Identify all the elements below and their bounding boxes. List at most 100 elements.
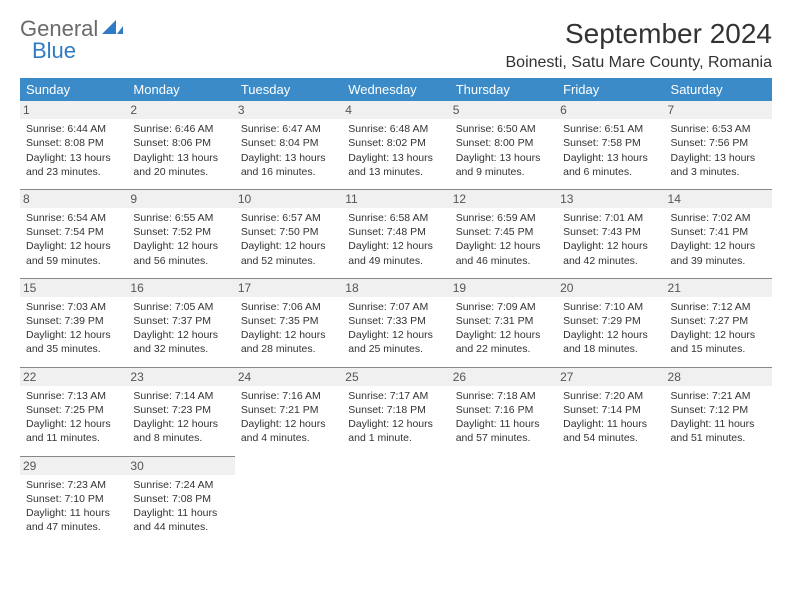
day-number: 3 xyxy=(235,101,342,119)
sunset-text: Sunset: 8:08 PM xyxy=(26,136,121,150)
day-number: 11 xyxy=(342,190,449,208)
calendar-cell: 18Sunrise: 7:07 AMSunset: 7:33 PMDayligh… xyxy=(342,278,449,367)
day-number: 12 xyxy=(450,190,557,208)
daylight-text: Daylight: 12 hours and 56 minutes. xyxy=(133,239,228,267)
sunrise-text: Sunrise: 7:16 AM xyxy=(241,389,336,403)
sunrise-text: Sunrise: 7:05 AM xyxy=(133,300,228,314)
sunrise-text: Sunrise: 7:07 AM xyxy=(348,300,443,314)
sunset-text: Sunset: 7:14 PM xyxy=(563,403,658,417)
day-header: Sunday xyxy=(20,78,127,101)
sunset-text: Sunset: 7:31 PM xyxy=(456,314,551,328)
logo-text-blue: Blue xyxy=(32,40,76,62)
sunset-text: Sunset: 7:35 PM xyxy=(241,314,336,328)
sunrise-text: Sunrise: 7:21 AM xyxy=(671,389,766,403)
calendar-cell: 5Sunrise: 6:50 AMSunset: 8:00 PMDaylight… xyxy=(450,101,557,189)
calendar-cell: 29Sunrise: 7:23 AMSunset: 7:10 PMDayligh… xyxy=(20,456,127,544)
title-block: September 2024 Boinesti, Satu Mare Count… xyxy=(506,18,773,72)
sunrise-text: Sunrise: 7:18 AM xyxy=(456,389,551,403)
daylight-text: Daylight: 11 hours and 51 minutes. xyxy=(671,417,766,445)
calendar-cell: 25Sunrise: 7:17 AMSunset: 7:18 PMDayligh… xyxy=(342,367,449,456)
calendar-cell: 2Sunrise: 6:46 AMSunset: 8:06 PMDaylight… xyxy=(127,101,234,189)
sunrise-text: Sunrise: 7:01 AM xyxy=(563,211,658,225)
daylight-text: Daylight: 12 hours and 18 minutes. xyxy=(563,328,658,356)
daylight-text: Daylight: 12 hours and 42 minutes. xyxy=(563,239,658,267)
sunrise-text: Sunrise: 6:59 AM xyxy=(456,211,551,225)
daylight-text: Daylight: 12 hours and 49 minutes. xyxy=(348,239,443,267)
sunset-text: Sunset: 7:58 PM xyxy=(563,136,658,150)
daylight-text: Daylight: 13 hours and 3 minutes. xyxy=(671,151,766,179)
sunrise-text: Sunrise: 7:06 AM xyxy=(241,300,336,314)
calendar-cell: 26Sunrise: 7:18 AMSunset: 7:16 PMDayligh… xyxy=(450,367,557,456)
day-header: Tuesday xyxy=(235,78,342,101)
calendar-cell xyxy=(342,456,449,544)
day-number: 4 xyxy=(342,101,449,119)
sunset-text: Sunset: 8:02 PM xyxy=(348,136,443,150)
day-number: 14 xyxy=(665,190,772,208)
calendar-cell: 8Sunrise: 6:54 AMSunset: 7:54 PMDaylight… xyxy=(20,189,127,278)
sunrise-text: Sunrise: 6:47 AM xyxy=(241,122,336,136)
calendar-cell: 23Sunrise: 7:14 AMSunset: 7:23 PMDayligh… xyxy=(127,367,234,456)
sunset-text: Sunset: 7:18 PM xyxy=(348,403,443,417)
sunset-text: Sunset: 7:08 PM xyxy=(133,492,228,506)
sunset-text: Sunset: 8:04 PM xyxy=(241,136,336,150)
calendar-cell: 10Sunrise: 6:57 AMSunset: 7:50 PMDayligh… xyxy=(235,189,342,278)
daylight-text: Daylight: 12 hours and 22 minutes. xyxy=(456,328,551,356)
header: General Blue September 2024 Boinesti, Sa… xyxy=(20,18,772,72)
sunrise-text: Sunrise: 6:48 AM xyxy=(348,122,443,136)
day-number: 1 xyxy=(20,101,127,119)
daylight-text: Daylight: 12 hours and 32 minutes. xyxy=(133,328,228,356)
sunrise-text: Sunrise: 7:12 AM xyxy=(671,300,766,314)
day-number: 26 xyxy=(450,368,557,386)
day-number: 20 xyxy=(557,279,664,297)
day-number: 16 xyxy=(127,279,234,297)
day-number: 9 xyxy=(127,190,234,208)
day-header-row: Sunday Monday Tuesday Wednesday Thursday… xyxy=(20,78,772,101)
daylight-text: Daylight: 12 hours and 39 minutes. xyxy=(671,239,766,267)
day-header: Saturday xyxy=(665,78,772,101)
sunset-text: Sunset: 7:39 PM xyxy=(26,314,121,328)
day-number: 8 xyxy=(20,190,127,208)
sunrise-text: Sunrise: 7:10 AM xyxy=(563,300,658,314)
sunset-text: Sunset: 7:27 PM xyxy=(671,314,766,328)
daylight-text: Daylight: 12 hours and 8 minutes. xyxy=(133,417,228,445)
sunset-text: Sunset: 7:37 PM xyxy=(133,314,228,328)
sunset-text: Sunset: 8:06 PM xyxy=(133,136,228,150)
sunrise-text: Sunrise: 6:51 AM xyxy=(563,122,658,136)
logo-sail-icon xyxy=(102,18,124,40)
calendar-row: 29Sunrise: 7:23 AMSunset: 7:10 PMDayligh… xyxy=(20,456,772,544)
daylight-text: Daylight: 13 hours and 9 minutes. xyxy=(456,151,551,179)
daylight-text: Daylight: 13 hours and 16 minutes. xyxy=(241,151,336,179)
day-number: 10 xyxy=(235,190,342,208)
calendar-cell: 6Sunrise: 6:51 AMSunset: 7:58 PMDaylight… xyxy=(557,101,664,189)
day-header: Thursday xyxy=(450,78,557,101)
calendar-cell xyxy=(235,456,342,544)
calendar-row: 22Sunrise: 7:13 AMSunset: 7:25 PMDayligh… xyxy=(20,367,772,456)
sunrise-text: Sunrise: 7:02 AM xyxy=(671,211,766,225)
daylight-text: Daylight: 12 hours and 35 minutes. xyxy=(26,328,121,356)
daylight-text: Daylight: 12 hours and 46 minutes. xyxy=(456,239,551,267)
sunrise-text: Sunrise: 6:53 AM xyxy=(671,122,766,136)
daylight-text: Daylight: 11 hours and 47 minutes. xyxy=(26,506,121,534)
sunset-text: Sunset: 7:10 PM xyxy=(26,492,121,506)
daylight-text: Daylight: 13 hours and 20 minutes. xyxy=(133,151,228,179)
sunrise-text: Sunrise: 6:57 AM xyxy=(241,211,336,225)
calendar-cell: 24Sunrise: 7:16 AMSunset: 7:21 PMDayligh… xyxy=(235,367,342,456)
calendar-cell: 30Sunrise: 7:24 AMSunset: 7:08 PMDayligh… xyxy=(127,456,234,544)
daylight-text: Daylight: 12 hours and 25 minutes. xyxy=(348,328,443,356)
sunset-text: Sunset: 8:00 PM xyxy=(456,136,551,150)
day-number: 6 xyxy=(557,101,664,119)
daylight-text: Daylight: 12 hours and 15 minutes. xyxy=(671,328,766,356)
calendar-cell: 13Sunrise: 7:01 AMSunset: 7:43 PMDayligh… xyxy=(557,189,664,278)
sunrise-text: Sunrise: 7:23 AM xyxy=(26,478,121,492)
sunset-text: Sunset: 7:16 PM xyxy=(456,403,551,417)
day-number: 25 xyxy=(342,368,449,386)
sunset-text: Sunset: 7:12 PM xyxy=(671,403,766,417)
calendar-cell: 20Sunrise: 7:10 AMSunset: 7:29 PMDayligh… xyxy=(557,278,664,367)
day-number: 17 xyxy=(235,279,342,297)
calendar-row: 15Sunrise: 7:03 AMSunset: 7:39 PMDayligh… xyxy=(20,278,772,367)
calendar-cell: 3 Sunrise: 6:47 AMSunset: 8:04 PMDaylight… xyxy=(235,101,342,189)
sunrise-text: Sunrise: 7:20 AM xyxy=(563,389,658,403)
location: Boinesti, Satu Mare County, Romania xyxy=(506,54,773,72)
day-number: 28 xyxy=(665,368,772,386)
sunset-text: Sunset: 7:21 PM xyxy=(241,403,336,417)
